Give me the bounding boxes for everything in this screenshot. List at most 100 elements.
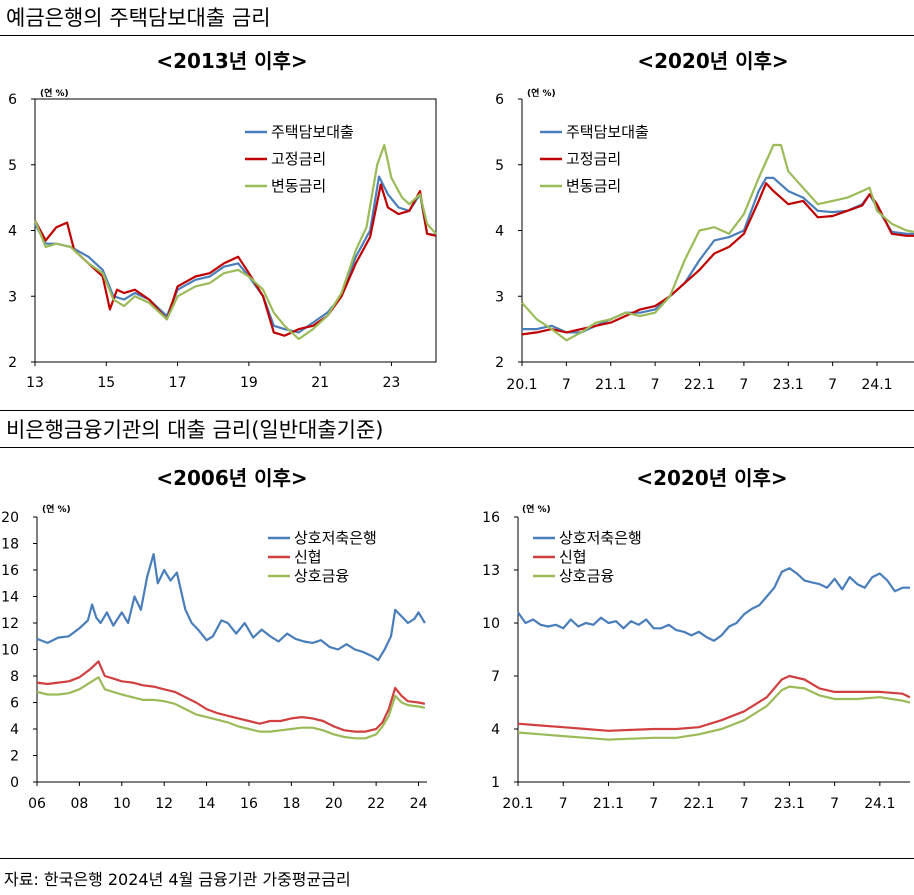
- section-title-nonbank: 비은행금융기관의 대출 금리(일반대출기준): [6, 418, 384, 442]
- series-line-1: [522, 176, 914, 334]
- x-tick-label: 7: [649, 796, 658, 812]
- y-unit-label: (연 %): [42, 504, 71, 515]
- y-tick-label: 2: [8, 355, 17, 371]
- x-tick-label: 22: [367, 796, 385, 812]
- x-tick-label: 16: [240, 796, 258, 812]
- x-tick-label: 7: [559, 796, 568, 812]
- y-tick-label: 5: [495, 158, 504, 174]
- series-line-3: [36, 676, 426, 740]
- legend-label: 주택담보대출: [271, 123, 354, 141]
- y-tick-label: 6: [495, 92, 504, 108]
- chart-2: <2020년 이후> (연 %) 2 3 4 5 6 20.1 7 21.1 7 22.1 7 23.1 7…: [495, 49, 914, 393]
- y-unit-label: (연 %): [40, 88, 69, 99]
- legend-label: 상호저축은행: [294, 529, 377, 547]
- x-tick-label: 7: [828, 377, 837, 393]
- series-line-1: [36, 552, 426, 662]
- x-tick-label: 24.1: [864, 796, 895, 812]
- x-tick-label: 22.1: [683, 796, 714, 812]
- y-tick-label: 20: [1, 510, 19, 526]
- y-tick-label: 2: [495, 355, 504, 371]
- legend-label: 상호저축은행: [559, 529, 642, 547]
- chart-title: <2020년 이후>: [637, 49, 788, 73]
- y-tick-label: 4: [495, 224, 504, 240]
- y-tick-label: 6: [8, 92, 17, 108]
- series-line-2: [521, 182, 914, 336]
- x-tick-label: 23.1: [773, 377, 804, 393]
- legend-label: 변동금리: [271, 177, 326, 195]
- x-tick-label: 13: [26, 375, 44, 391]
- source-note: 자료: 한국은행 2024년 4월 금융기관 가중평균금리: [4, 870, 351, 889]
- y-tick-label: 13: [482, 563, 500, 579]
- legend-label: 상호금융: [294, 567, 349, 585]
- y-tick-label: 14: [1, 590, 19, 606]
- x-tick-label: 20: [325, 796, 343, 812]
- y-tick-label: 16: [482, 510, 500, 526]
- x-tick-label: 24: [410, 796, 428, 812]
- x-tick-label: 14: [198, 796, 216, 812]
- x-tick-label: 17: [169, 375, 187, 391]
- y-tick-label: 18: [1, 537, 19, 553]
- y-tick-label: 10: [1, 643, 19, 659]
- y-tick-label: 2: [10, 749, 19, 765]
- series-line-1: [34, 175, 437, 334]
- section-rule: [0, 447, 914, 448]
- legend-label: 신협: [559, 548, 587, 566]
- section-title-bank: 예금은행의 주택담보대출 금리: [6, 6, 271, 30]
- y-unit-label: (연 %): [522, 504, 551, 515]
- x-tick-label: 18: [282, 796, 300, 812]
- legend-label: 신협: [294, 548, 322, 566]
- series-line-3: [33, 143, 437, 341]
- y-unit-label: (연 %): [527, 88, 556, 99]
- y-tick-label: 0: [10, 775, 19, 791]
- series-line-2: [517, 674, 911, 732]
- x-tick-label: 24.1: [861, 377, 892, 393]
- x-tick-label: 7: [562, 377, 571, 393]
- y-tick-label: 4: [8, 224, 17, 240]
- x-tick-label: 21.1: [593, 796, 624, 812]
- chart-title: <2013년 이후>: [156, 49, 307, 73]
- y-tick-label: 10: [482, 616, 500, 632]
- series-line-1: [517, 567, 910, 642]
- chart-4: <2020년 이후> (연 %) 1 4 7 10 13 16 20.1 7 21.1 7 22.1 7 2…: [482, 466, 911, 812]
- y-tick-label: 5: [8, 158, 17, 174]
- chart-title: <2006년 이후>: [156, 466, 307, 490]
- legend-label: 고정금리: [271, 150, 326, 168]
- x-tick-label: 7: [739, 377, 748, 393]
- y-tick-label: 4: [10, 722, 19, 738]
- x-tick-label: 15: [97, 375, 115, 391]
- series-line-3: [521, 143, 914, 342]
- x-tick-label: 12: [155, 796, 173, 812]
- series-line-3: [517, 685, 911, 741]
- x-tick-label: 21.1: [595, 377, 626, 393]
- section-rule: [0, 35, 914, 36]
- series-line-2: [36, 660, 426, 733]
- y-tick-label: 16: [1, 563, 19, 579]
- y-tick-label: 6: [10, 696, 19, 712]
- x-tick-label: 08: [70, 796, 88, 812]
- x-tick-label: 7: [651, 377, 660, 393]
- x-tick-label: 23.1: [774, 796, 805, 812]
- x-tick-label: 22.1: [684, 377, 715, 393]
- x-tick-label: 7: [740, 796, 749, 812]
- x-tick-label: 20.1: [506, 377, 537, 393]
- y-tick-label: 3: [8, 289, 17, 305]
- x-tick-label: 20.1: [502, 796, 533, 812]
- legend-label: 주택담보대출: [566, 123, 649, 141]
- x-tick-label: 10: [113, 796, 131, 812]
- y-tick-label: 4: [491, 722, 500, 738]
- footer-rule: [0, 858, 914, 859]
- x-tick-label: 21: [311, 375, 329, 391]
- x-tick-label: 7: [830, 796, 839, 812]
- legend-label: 고정금리: [566, 150, 621, 168]
- section-rule: [0, 410, 914, 411]
- x-tick-label: 06: [28, 796, 46, 812]
- y-tick-label: 3: [495, 289, 504, 305]
- plot-frame: [34, 98, 437, 363]
- y-tick-label: 7: [491, 669, 500, 685]
- chart-title: <2020년 이후>: [636, 466, 787, 490]
- x-tick-label: 19: [240, 375, 258, 391]
- x-tick-label: 23: [383, 375, 401, 391]
